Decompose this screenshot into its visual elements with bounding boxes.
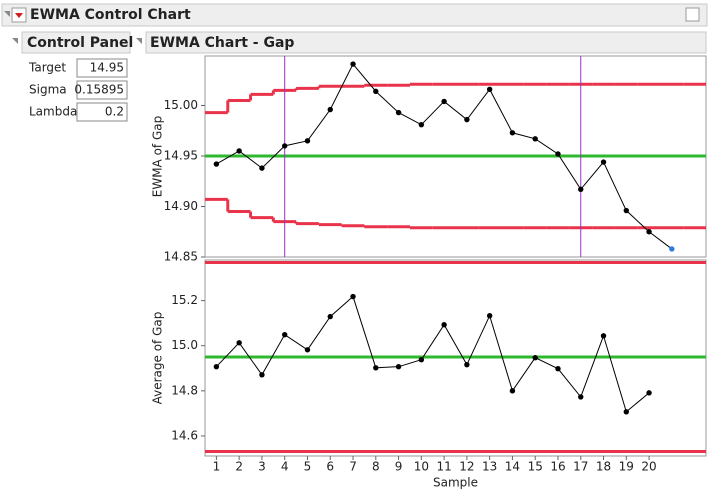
disclosure-icon[interactable] xyxy=(136,38,142,44)
x-tick-label: 6 xyxy=(326,460,334,474)
disclosure-icon[interactable] xyxy=(4,11,10,17)
point xyxy=(486,313,493,319)
disclosure-icon[interactable] xyxy=(12,38,18,44)
x-tick-label: 10 xyxy=(414,460,429,474)
point xyxy=(236,148,242,154)
y-axis-title: Average of Gap xyxy=(151,312,165,405)
x-tick-label: 15 xyxy=(528,460,543,474)
x-tick-label: 12 xyxy=(459,460,474,474)
field-value: 0.15895 xyxy=(74,83,124,97)
point xyxy=(373,88,379,95)
point xyxy=(555,366,561,372)
point xyxy=(509,130,516,136)
point xyxy=(259,372,265,378)
y-tick-label: 15.0 xyxy=(171,338,198,352)
point xyxy=(532,354,538,361)
x-tick-label: 3 xyxy=(258,460,266,474)
y-tick-label: 15.2 xyxy=(171,293,198,307)
point xyxy=(213,363,220,370)
point xyxy=(350,61,356,67)
point xyxy=(623,207,629,214)
point xyxy=(327,313,333,320)
y-tick-label: 14.95 xyxy=(164,148,198,162)
point xyxy=(304,138,311,144)
series-line xyxy=(216,295,650,413)
field-value: 14.95 xyxy=(90,61,124,75)
point xyxy=(441,322,447,328)
point xyxy=(623,409,629,415)
y-tick-label: 14.8 xyxy=(171,383,198,397)
field-input[interactable] xyxy=(76,58,128,78)
point xyxy=(418,356,425,363)
x-tick-label: 20 xyxy=(641,460,656,474)
point xyxy=(259,165,265,171)
x-tick-label: 4 xyxy=(281,460,289,474)
x-tick-label: 5 xyxy=(304,460,312,474)
x-tick-label: 7 xyxy=(349,460,357,474)
point xyxy=(532,136,538,142)
point xyxy=(646,390,652,396)
panel-title: Control Panel xyxy=(27,35,133,51)
x-tick-label: 2 xyxy=(235,460,243,474)
x-tick-label: 14 xyxy=(505,460,520,474)
report-title: EWMA Chart - Gap xyxy=(150,35,294,51)
pin-button[interactable] xyxy=(685,7,700,22)
point xyxy=(236,340,242,346)
field-label: Sigma xyxy=(29,83,67,97)
point xyxy=(282,331,288,338)
point xyxy=(464,116,470,123)
window-title: EWMA Control Chart xyxy=(30,7,191,23)
point xyxy=(395,109,402,116)
point xyxy=(395,363,402,370)
point xyxy=(486,86,493,93)
point xyxy=(555,151,561,157)
report-header xyxy=(145,31,707,54)
x-tick-label: 19 xyxy=(619,460,634,474)
point xyxy=(578,186,584,193)
point xyxy=(282,143,288,149)
field-input[interactable] xyxy=(76,80,128,100)
point xyxy=(646,229,652,235)
x-tick-label: 11 xyxy=(436,460,451,474)
point xyxy=(464,361,470,368)
x-axis-title: Sample xyxy=(433,476,478,490)
x-tick-label: 16 xyxy=(550,460,565,474)
y-tick-label: 14.6 xyxy=(171,428,198,442)
menu-arrow xyxy=(15,13,23,18)
point xyxy=(669,246,675,252)
y-tick-label: 14.85 xyxy=(164,250,198,264)
point xyxy=(600,159,607,165)
point xyxy=(350,293,356,300)
point xyxy=(509,388,516,394)
x-tick-label: 17 xyxy=(573,460,588,474)
point xyxy=(418,121,425,128)
point xyxy=(304,347,311,353)
point xyxy=(213,161,220,167)
field-label: Lambda xyxy=(29,105,77,119)
x-tick-label: 9 xyxy=(395,460,403,474)
point xyxy=(327,106,333,113)
x-tick-label: 1 xyxy=(213,460,221,474)
fields: Target 14.95 Sigma 0.15895 Lambda 0.2 xyxy=(28,58,128,122)
y-axis-title: EWMA of Gap xyxy=(151,116,165,197)
field-value: 0.2 xyxy=(105,105,124,119)
point xyxy=(578,394,584,400)
y-tick-label: 14.90 xyxy=(164,199,198,213)
point xyxy=(373,365,379,371)
panel-header xyxy=(21,31,131,54)
y-tick-label: 15.00 xyxy=(164,98,198,112)
x-tick-label: 13 xyxy=(482,460,497,474)
window-header xyxy=(1,3,708,27)
field-label: Target xyxy=(28,61,66,75)
field-input[interactable] xyxy=(76,102,128,122)
x-tick-label: 8 xyxy=(372,460,380,474)
x-tick-label: 18 xyxy=(596,460,611,474)
point xyxy=(600,333,607,339)
point xyxy=(441,98,447,105)
